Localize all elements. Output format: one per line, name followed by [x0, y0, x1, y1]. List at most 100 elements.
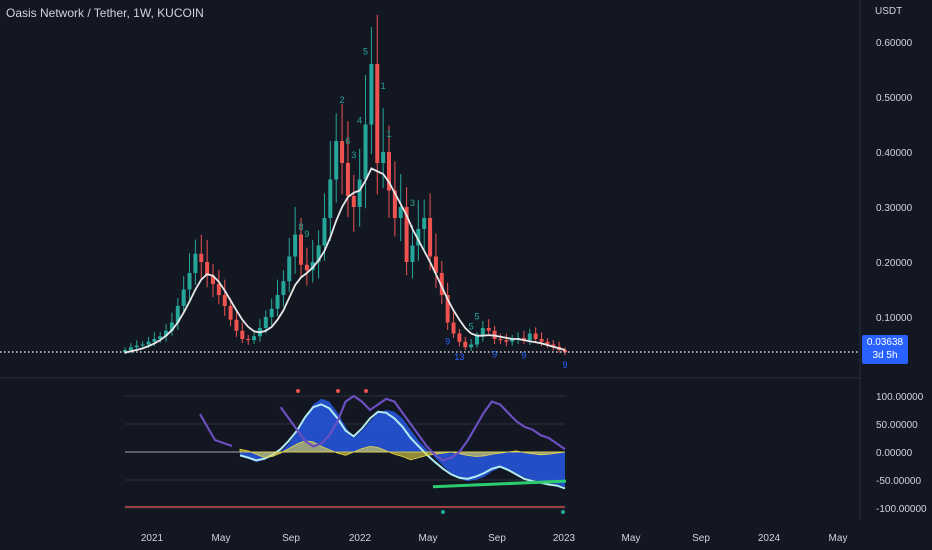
candle-body: [422, 218, 427, 229]
time-tick-label: May: [829, 533, 848, 544]
candle-body: [263, 317, 268, 328]
trend-line-start: [199, 413, 233, 448]
sequence-count-label: 9: [304, 229, 309, 239]
sequence-count-label: 9: [445, 336, 450, 346]
candle-body: [322, 218, 327, 246]
candle-body: [345, 163, 350, 196]
candle-body: [234, 319, 239, 331]
candle-body: [304, 264, 309, 271]
candle-body: [334, 141, 339, 180]
trend-line: [279, 394, 566, 462]
candle-body: [539, 339, 544, 342]
candle-body: [357, 179, 362, 207]
price-axis-unit: USDT: [875, 6, 903, 17]
candle-body: [252, 336, 257, 341]
oscillator-tick-label: 0.00000: [876, 448, 913, 459]
wave-area: [240, 398, 565, 487]
last-price-tag: 0.03638 3d 5h: [862, 335, 908, 364]
candle-body: [146, 341, 151, 345]
candle-body: [293, 234, 298, 257]
time-tick-label: Sep: [692, 533, 710, 544]
candle-body: [451, 322, 456, 334]
candle-body: [123, 350, 127, 352]
candle-body: [563, 350, 567, 353]
time-tick-label: Sep: [282, 533, 300, 544]
candle-body: [551, 344, 556, 347]
signal-dot: [296, 389, 300, 393]
candle-body: [369, 64, 374, 125]
sequence-count-label: 1: [386, 129, 391, 139]
price-tick-label: 0.50000: [876, 93, 913, 104]
candle-body: [181, 289, 186, 306]
candle-body: [269, 308, 274, 317]
sequence-count-label: 9: [492, 350, 497, 360]
sequence-count-label: 1: [381, 81, 386, 91]
candle-body: [193, 253, 198, 273]
oscillator-tick-label: -100.00000: [876, 504, 927, 515]
candle-body: [480, 328, 485, 337]
candle-body: [445, 295, 450, 323]
candle-body: [287, 256, 292, 282]
signal-dot: [441, 510, 445, 514]
price-tick-label: 0.20000: [876, 258, 913, 269]
candle-body: [328, 179, 333, 218]
candle-body: [205, 262, 210, 276]
candle-body: [504, 340, 509, 342]
candle-body: [175, 306, 180, 323]
time-tick-label: 2024: [758, 533, 781, 544]
candle-body: [164, 330, 169, 337]
last-price-value: 0.03638: [866, 337, 904, 348]
sequence-count-label: 4: [357, 115, 362, 125]
price-tick-label: 0.60000: [876, 38, 913, 49]
candle-body: [187, 273, 192, 290]
oscillator-tick-label: 100.00000: [876, 392, 924, 403]
candle-body: [246, 339, 251, 341]
candle-body: [228, 306, 233, 320]
time-tick-label: Sep: [488, 533, 506, 544]
candle-body: [351, 196, 356, 207]
sequence-count-label: 13: [454, 352, 464, 362]
sequence-count-label: 3: [351, 150, 356, 160]
candle-body: [404, 207, 409, 262]
candle-body: [222, 295, 227, 306]
candle-body: [299, 234, 303, 265]
signal-dot: [561, 510, 565, 514]
oscillator-tick-label: 50.00000: [876, 420, 918, 431]
candle-body: [387, 152, 391, 191]
signal-dot: [364, 389, 368, 393]
time-tick-label: May: [622, 533, 641, 544]
candle-body: [498, 339, 503, 341]
sequence-count-label: 2: [340, 95, 345, 105]
candle-body: [398, 207, 403, 218]
candle-body: [199, 253, 204, 262]
momentum-line: [239, 403, 566, 490]
candle-body: [439, 273, 444, 295]
candle-body: [240, 330, 245, 339]
candle-body: [211, 275, 215, 284]
candle-body: [410, 245, 415, 262]
candle-body: [428, 218, 433, 257]
price-tick-label: 0.10000: [876, 313, 913, 324]
candle-body: [316, 245, 321, 262]
time-tick-label: 2023: [553, 533, 576, 544]
candle-body: [463, 341, 468, 348]
candle-body: [475, 336, 479, 345]
sequence-count-label: 5: [363, 47, 368, 57]
candle-body: [433, 256, 438, 273]
bullish-divergence-line: [432, 479, 567, 489]
candle-body: [486, 328, 491, 331]
price-tick-label: 0.40000: [876, 148, 913, 159]
time-tick-label: May: [419, 533, 438, 544]
candle-body: [381, 152, 386, 163]
oscillator-tick-label: -50.00000: [876, 476, 921, 487]
time-tick-label: 2022: [349, 533, 372, 544]
bar-countdown: 3d 5h: [872, 350, 898, 361]
time-tick-label: 2021: [141, 533, 164, 544]
candle-body: [275, 295, 280, 309]
candle-body: [375, 64, 380, 163]
sequence-count-label: 9: [562, 360, 567, 370]
sequence-count-label: 6: [345, 136, 350, 146]
candle-body: [134, 345, 139, 348]
candle-body: [416, 229, 421, 246]
